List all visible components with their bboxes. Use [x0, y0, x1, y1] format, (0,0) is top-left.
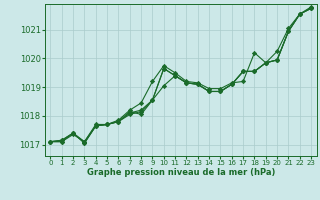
- X-axis label: Graphe pression niveau de la mer (hPa): Graphe pression niveau de la mer (hPa): [87, 168, 275, 177]
